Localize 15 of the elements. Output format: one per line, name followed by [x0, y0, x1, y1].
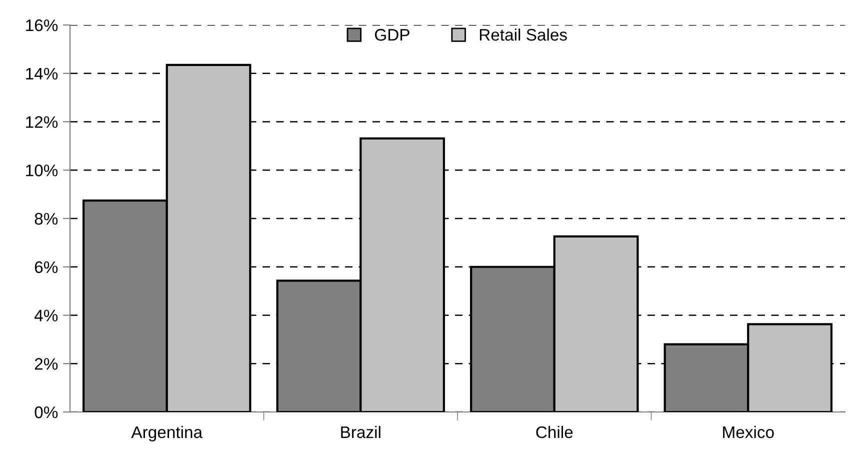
y-tick-label: 16% [26, 19, 58, 32]
x-tick-label: Argentina [131, 426, 203, 442]
y-tick-label: 10% [26, 164, 58, 176]
x-tick-label: Mexico [723, 426, 774, 438]
y-tick-label: 2% [34, 358, 58, 370]
y-tick-label: 8% [34, 212, 58, 225]
legend-label: GDP [374, 28, 410, 41]
y-tick-label: 4% [34, 310, 58, 322]
y-tick-label: 12% [26, 116, 58, 128]
x-tick-label: Chile [536, 426, 573, 438]
y-tick-label: 14% [26, 68, 58, 80]
x-tick-label: Brazil [341, 426, 380, 438]
legend-label: Retail Sales [480, 28, 567, 41]
y-tick-label: 6% [34, 261, 58, 274]
y-tick-label: 0% [34, 406, 58, 418]
